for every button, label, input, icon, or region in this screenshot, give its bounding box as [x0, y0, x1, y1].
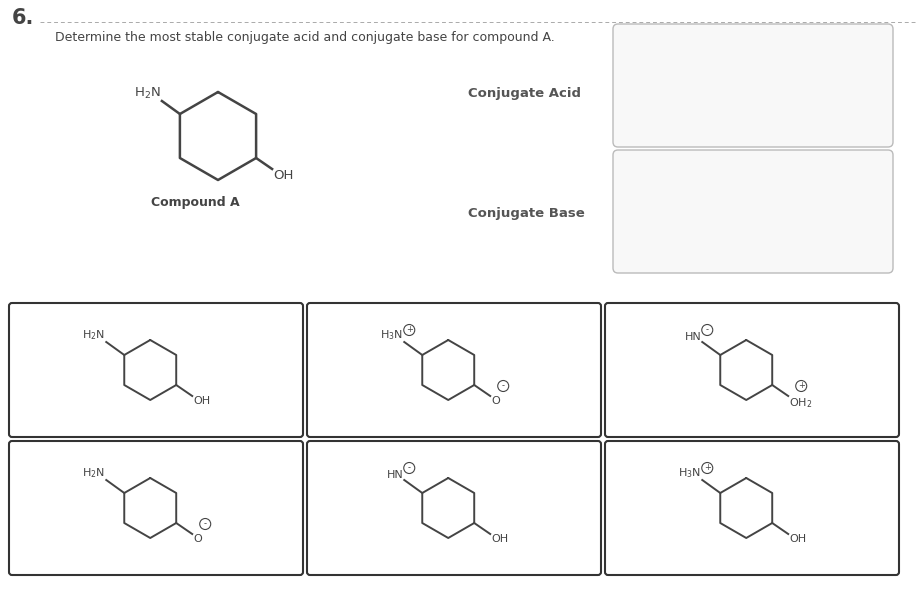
Text: H$_2$N: H$_2$N	[134, 86, 161, 101]
Text: O: O	[491, 396, 500, 406]
Circle shape	[200, 518, 211, 530]
Text: OH$_2$: OH$_2$	[789, 396, 812, 410]
Text: H$_3$N: H$_3$N	[380, 328, 403, 342]
FancyBboxPatch shape	[9, 303, 303, 437]
Circle shape	[497, 381, 508, 391]
Text: O: O	[193, 534, 202, 544]
Text: Determine the most stable conjugate acid and conjugate base for compound A.: Determine the most stable conjugate acid…	[55, 31, 554, 44]
Text: -: -	[204, 519, 206, 528]
Text: +: +	[406, 326, 413, 335]
Text: OH: OH	[789, 534, 807, 544]
FancyBboxPatch shape	[9, 441, 303, 575]
FancyBboxPatch shape	[613, 24, 893, 147]
Text: Conjugate Acid: Conjugate Acid	[468, 88, 581, 100]
FancyBboxPatch shape	[307, 441, 601, 575]
Text: Conjugate Base: Conjugate Base	[468, 208, 585, 220]
Text: H$_3$N: H$_3$N	[678, 466, 701, 480]
Circle shape	[403, 463, 414, 474]
FancyBboxPatch shape	[605, 441, 899, 575]
FancyBboxPatch shape	[605, 303, 899, 437]
Circle shape	[403, 324, 414, 335]
Text: -: -	[502, 382, 505, 391]
Circle shape	[796, 381, 807, 391]
Text: +: +	[704, 463, 711, 472]
Text: Compound A: Compound A	[151, 196, 239, 209]
Text: -: -	[705, 326, 709, 335]
Text: -: -	[408, 463, 411, 472]
Text: HN: HN	[684, 332, 701, 342]
Text: OH: OH	[274, 169, 294, 182]
Text: H$_2$N: H$_2$N	[82, 466, 105, 480]
Text: OH: OH	[193, 396, 210, 406]
Text: HN: HN	[387, 470, 403, 480]
Text: OH: OH	[491, 534, 508, 544]
FancyBboxPatch shape	[613, 150, 893, 273]
Text: +: +	[798, 382, 805, 391]
Circle shape	[702, 324, 713, 335]
Text: 6.: 6.	[12, 8, 34, 28]
Text: H$_2$N: H$_2$N	[82, 328, 105, 342]
Circle shape	[702, 463, 713, 474]
FancyBboxPatch shape	[307, 303, 601, 437]
